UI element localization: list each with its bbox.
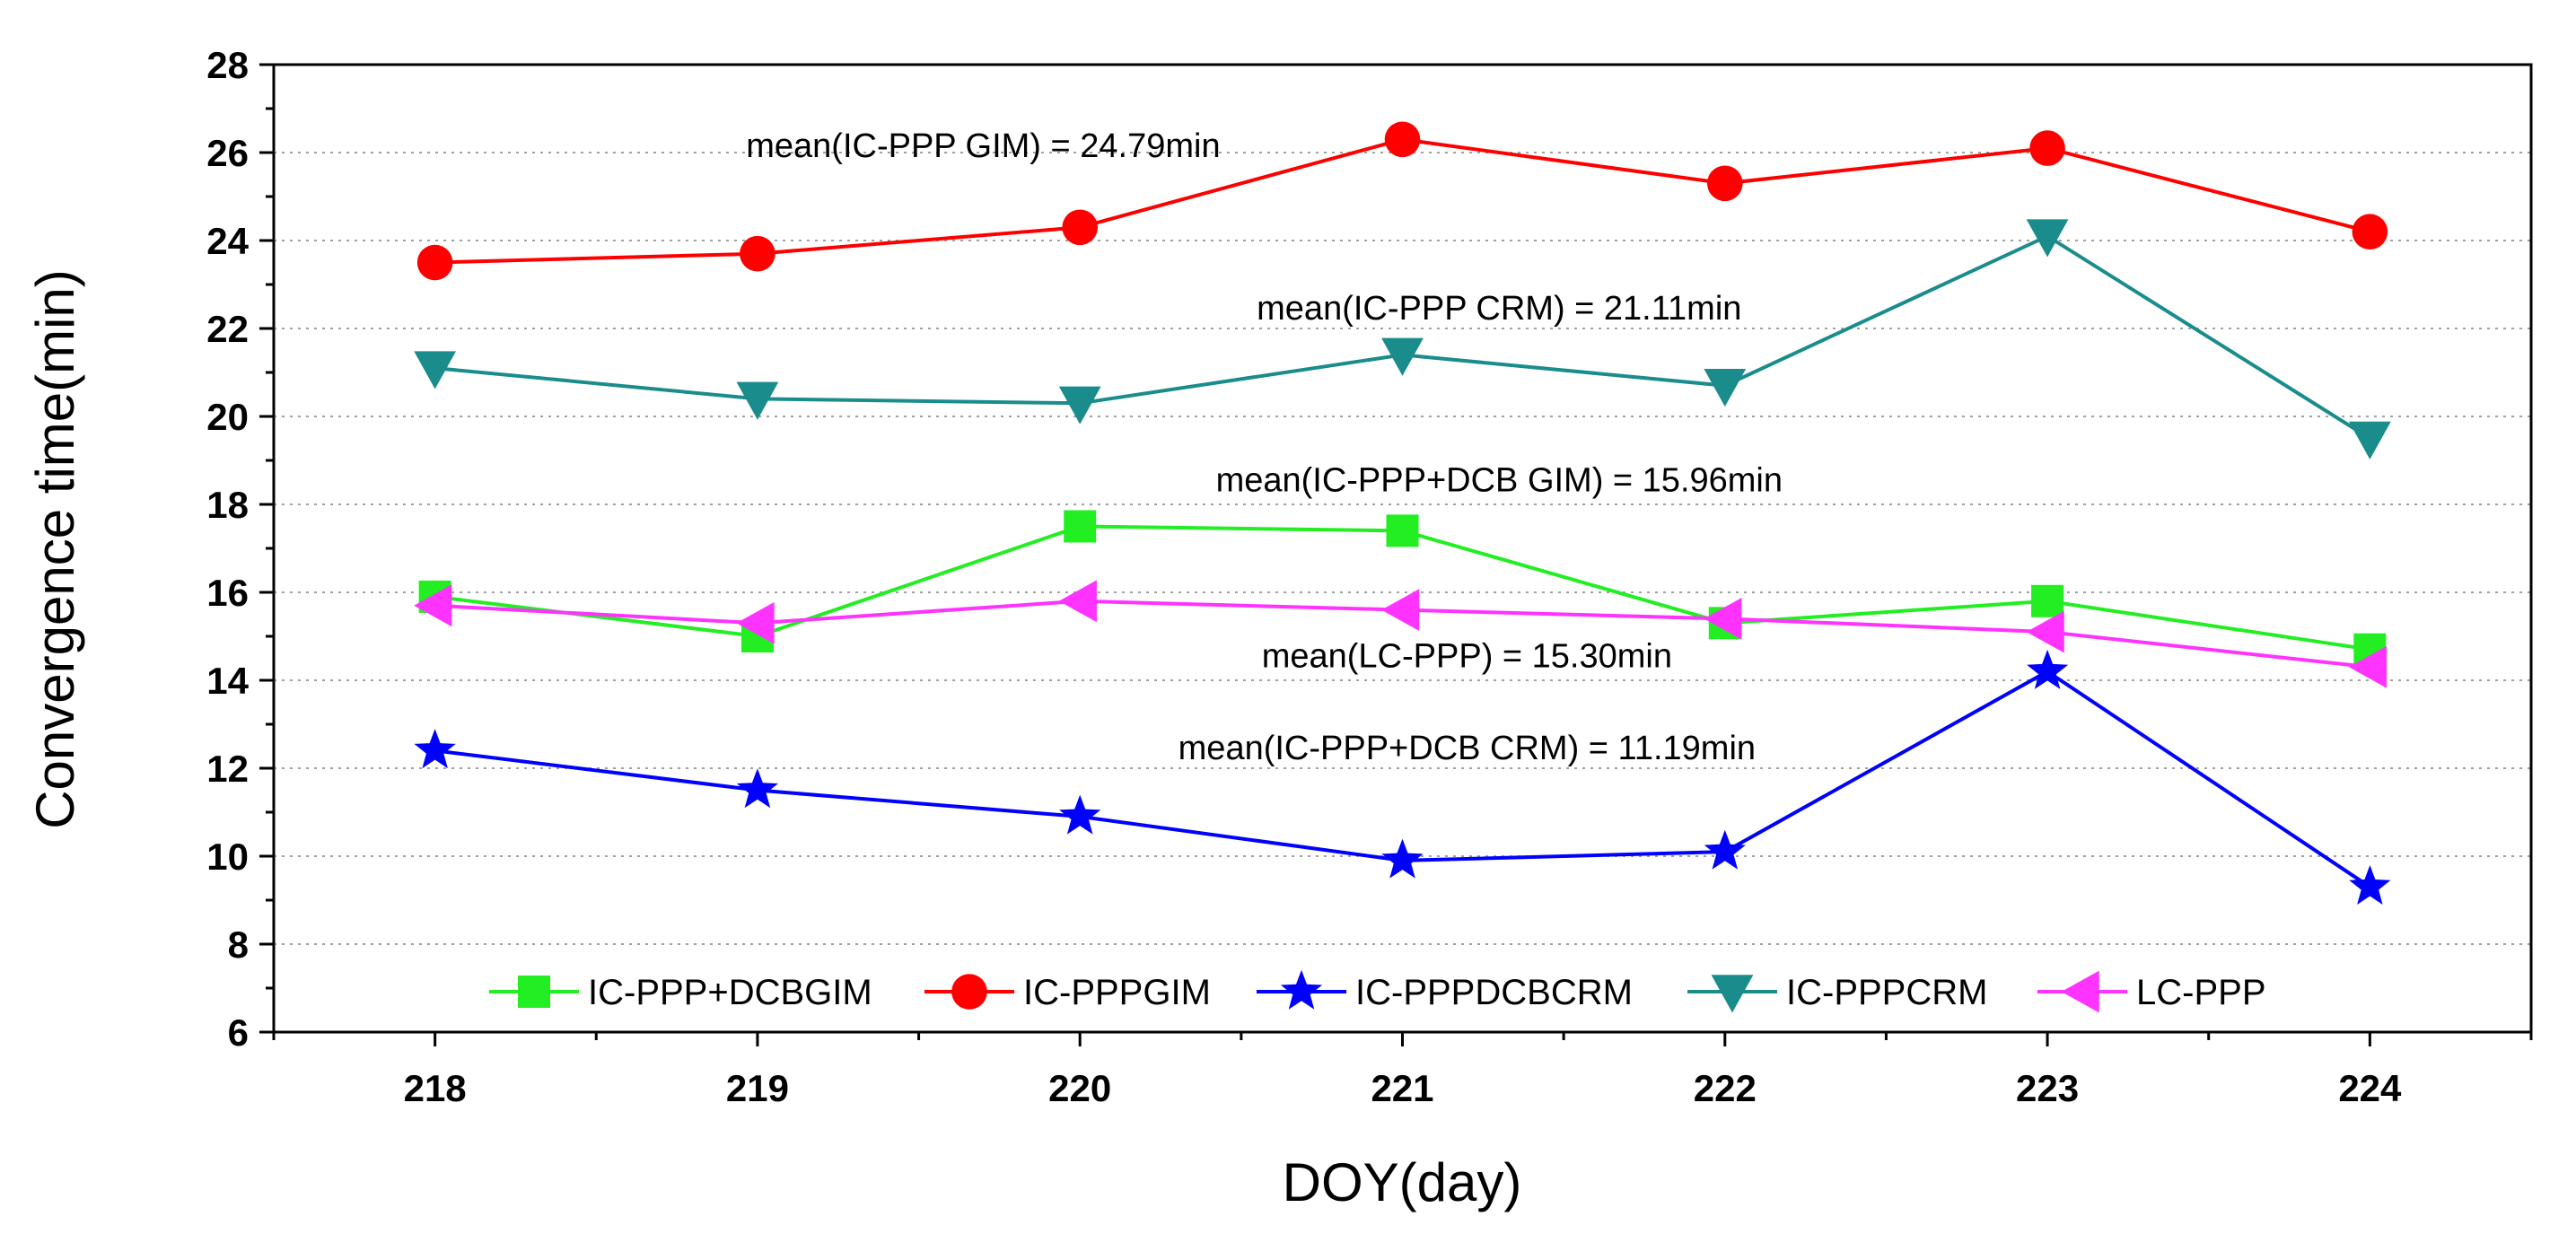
annotation-text: mean(IC-PPP+DCB GIM) = 15.96min [1216, 461, 1783, 499]
legend-marker [2061, 970, 2099, 1013]
data-point [1064, 510, 1097, 543]
annotation-text: mean(LC-PPP) = 15.30min [1262, 637, 1672, 675]
data-point [2026, 610, 2064, 653]
y-tick-label: 12 [206, 748, 249, 790]
data-point [414, 729, 456, 769]
x-tick-label: 223 [2016, 1067, 2079, 1109]
y-tick-label: 18 [206, 484, 249, 526]
legend-label: LC-PPP [2136, 973, 2266, 1012]
legend-marker [1280, 969, 1323, 1010]
data-point [1058, 580, 1097, 623]
data-point [1381, 337, 1424, 376]
data-point [1704, 368, 1747, 407]
data-point [2027, 649, 2069, 689]
data-point [1386, 514, 1419, 547]
data-point [1381, 838, 1424, 879]
x-tick-label: 219 [726, 1067, 789, 1109]
y-tick-label: 24 [206, 220, 249, 262]
data-point [736, 768, 778, 809]
x-tick-label: 222 [1694, 1067, 1757, 1109]
series-1 [416, 121, 2388, 281]
legend-label: IC-PPP+DCBGIM [588, 973, 872, 1012]
legend: IC-PPP+DCBGIM IC-PPPGIM IC-PPPDCBCRM IC-PPP… [489, 969, 2266, 1013]
data-point [2349, 865, 2391, 905]
legend-marker [518, 976, 550, 1008]
grid-lines [274, 152, 2531, 945]
data-point [2352, 214, 2388, 249]
plot-frame [272, 63, 2533, 1034]
legend-item: IC-PPP+DCBGIM [489, 973, 872, 1012]
data-point [2031, 584, 2064, 617]
data-point [1058, 386, 1101, 424]
legend-label: IC-PPPDCBCRM [1355, 973, 1633, 1012]
annotations: mean(IC-PPP GIM) = 24.79min mean(IC-PPP C… [746, 127, 1783, 767]
data-point [2029, 130, 2065, 166]
x-tick-label: 224 [2338, 1067, 2402, 1109]
data-point [2026, 219, 2069, 258]
series-line [434, 233, 2371, 441]
legend-label: IC-PPPGIM [1023, 973, 1211, 1012]
annotation-text: mean(IC-PPP GIM) = 24.79min [746, 127, 1220, 165]
y-tick-label: 16 [206, 572, 249, 614]
annotation-text: mean(IC-PPP+DCB CRM) = 11.19min [1178, 730, 1756, 767]
x-tick-label: 221 [1371, 1067, 1433, 1109]
series-4 [414, 580, 2388, 688]
data-point [414, 351, 457, 389]
y-tick-label: 14 [206, 660, 249, 702]
x-axis-title: DOY(day) [1283, 1152, 1522, 1212]
legend-marker [951, 974, 987, 1010]
data-point [1062, 209, 1099, 246]
annotation-text: mean(IC-PPP CRM) = 21.11min [1257, 290, 1741, 328]
data-point [1384, 121, 1421, 158]
x-tick-label: 220 [1048, 1067, 1111, 1109]
x-tick-label: 218 [404, 1067, 467, 1109]
series-3 [414, 219, 2391, 459]
y-tick-label: 26 [206, 132, 249, 174]
y-tick-label: 8 [228, 923, 249, 966]
y-tick-label: 20 [206, 396, 249, 438]
axes: 6 8 10 12 14 16 18 20 22 24 26 28 218 219 220 221 222 223… [206, 44, 2533, 1109]
data-point [1704, 829, 1746, 870]
data-point [1381, 589, 1420, 631]
data-point [1704, 598, 1742, 640]
data-point [2348, 645, 2388, 688]
legend-item: IC-PPPDCBCRM [1257, 969, 1633, 1012]
legend-label: IC-PPPCRM [1786, 973, 1987, 1012]
data-point [416, 244, 453, 281]
data-point [1706, 165, 1743, 202]
legend-item: IC-PPPGIM [924, 973, 1211, 1012]
y-tick-label: 22 [206, 308, 249, 350]
data-point [736, 601, 775, 644]
data-point [1059, 794, 1101, 835]
y-axis-title: Convergence time(min) [25, 269, 85, 829]
legend-item: IC-PPPCRM [1687, 973, 1987, 1013]
data-point [736, 381, 779, 420]
data-point [740, 235, 775, 272]
series-line [434, 137, 2370, 265]
y-tick-label: 6 [228, 1011, 249, 1054]
series-2 [414, 649, 2391, 905]
data-point [2348, 421, 2391, 459]
data-point [414, 584, 452, 627]
y-tick-label: 28 [206, 44, 249, 86]
legend-marker [1711, 975, 1754, 1013]
y-tick-label: 10 [206, 836, 249, 878]
series-layer [414, 121, 2391, 905]
legend-item: LC-PPP [2037, 970, 2266, 1013]
